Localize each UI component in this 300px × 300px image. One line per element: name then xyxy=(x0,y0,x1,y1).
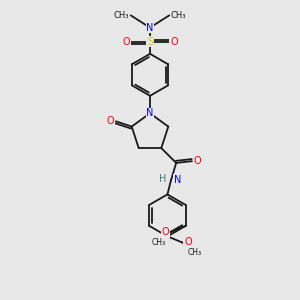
Text: O: O xyxy=(194,156,201,166)
Text: O: O xyxy=(161,227,169,237)
Text: O: O xyxy=(106,116,114,126)
Text: H: H xyxy=(159,174,167,184)
Text: CH₃: CH₃ xyxy=(188,248,202,257)
Text: CH₃: CH₃ xyxy=(152,238,166,247)
Text: S: S xyxy=(147,37,153,46)
Text: O: O xyxy=(170,37,178,46)
Text: O: O xyxy=(184,238,192,248)
Text: CH₃: CH₃ xyxy=(113,11,129,20)
Text: CH₃: CH₃ xyxy=(171,11,187,20)
Text: O: O xyxy=(122,37,130,46)
Text: N: N xyxy=(146,22,154,33)
Text: N: N xyxy=(173,175,181,184)
Text: N: N xyxy=(146,108,154,118)
